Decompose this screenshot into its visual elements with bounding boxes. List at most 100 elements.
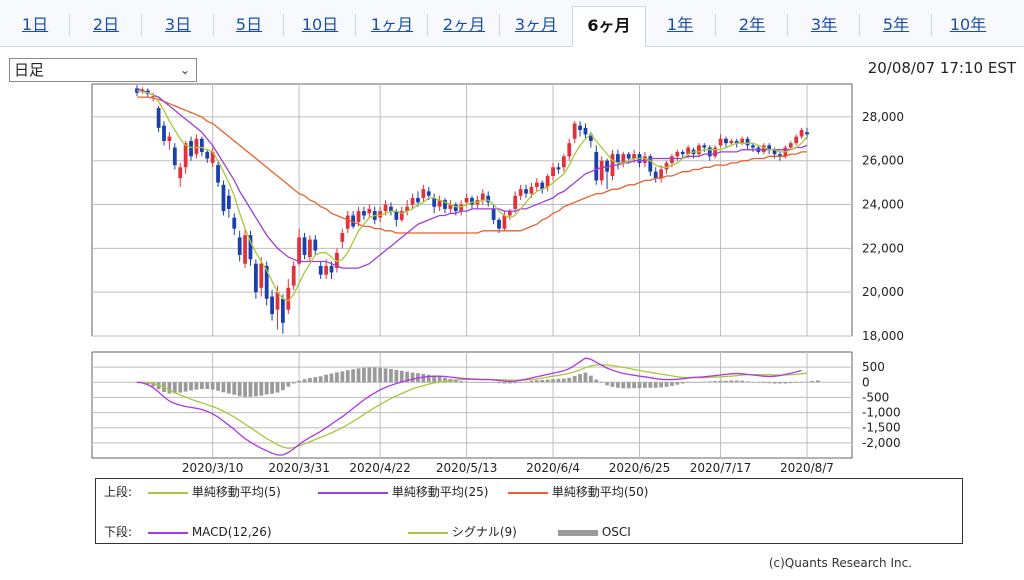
osci-bar xyxy=(464,381,469,383)
osci-bar xyxy=(767,382,772,384)
candle-body xyxy=(632,154,636,159)
osci-bar xyxy=(237,382,242,397)
candle-body xyxy=(356,211,361,223)
legend-ma25-label: 単純移動平均(25) xyxy=(391,485,489,499)
price-y-tick-label: 26,000 xyxy=(862,154,904,168)
period-tab-bar: 1日 2日 3日 5日 10日 1ヶ月 2ヶ月 3ヶ月 6ヶ月 1年 2年 3年 5年 10年 xyxy=(0,0,1024,47)
candle-body xyxy=(183,143,188,168)
candle-body xyxy=(226,195,231,209)
osci-bar xyxy=(551,379,555,383)
macd-panel-frame xyxy=(91,351,853,459)
tab-period-9[interactable]: 1年 xyxy=(666,15,694,34)
tab-period-2[interactable]: 3日 xyxy=(164,15,192,34)
osci-bar xyxy=(734,380,739,383)
legend-ma25-swatch xyxy=(318,491,388,494)
legend-ma50-label: 単純移動平均(50) xyxy=(551,485,649,499)
osci-bar xyxy=(486,382,491,383)
osci-bar xyxy=(340,371,345,383)
x-tick-label: 2020/5/13 xyxy=(436,461,498,475)
candle-body xyxy=(399,211,404,220)
candle-body xyxy=(599,160,604,181)
osci-bar xyxy=(151,382,156,387)
tab-period-6[interactable]: 2ヶ月 xyxy=(442,15,486,34)
candle-body xyxy=(518,189,523,196)
candle-body xyxy=(135,88,139,93)
candle-body xyxy=(799,130,804,137)
osci-bar xyxy=(702,381,707,383)
candle-body xyxy=(561,156,566,168)
candle-body xyxy=(167,136,172,141)
legend-ma25: 単純移動平均(25) xyxy=(318,484,488,500)
legend-osci: OSCI xyxy=(558,524,631,540)
candle-body xyxy=(545,176,550,187)
interval-select-value: 日足 xyxy=(14,61,45,79)
candle-body xyxy=(151,96,156,98)
tab-period-3[interactable]: 5日 xyxy=(235,15,263,34)
ma25-line xyxy=(136,87,808,269)
osci-bar xyxy=(335,372,339,383)
tab-period-7[interactable]: 3ヶ月 xyxy=(514,15,558,34)
osci-bar xyxy=(697,381,701,383)
osci-bar xyxy=(745,381,750,383)
tab-period-5[interactable]: 1ヶ月 xyxy=(370,15,414,34)
candle-body xyxy=(707,147,712,157)
osci-bar xyxy=(518,382,523,383)
candle-body xyxy=(189,140,193,157)
candle-body xyxy=(718,138,723,146)
osci-bar xyxy=(799,382,804,383)
candle-body xyxy=(437,200,442,207)
osci-bar xyxy=(529,380,534,383)
candle-body xyxy=(588,134,593,141)
tab-period-10[interactable]: 2年 xyxy=(738,15,766,34)
tab-separator xyxy=(787,14,788,36)
osci-bar xyxy=(605,382,609,386)
osci-bar xyxy=(507,382,512,384)
candle-body xyxy=(556,167,561,170)
legend-osci-label: OSCI xyxy=(601,525,631,539)
osci-bar xyxy=(172,382,177,394)
osci-bar xyxy=(199,382,204,389)
osci-bar xyxy=(399,370,404,383)
osci-bar xyxy=(356,368,361,383)
osci-bar xyxy=(232,382,237,395)
chart-legend: 上段: 単純移動平均(5) 単純移動平均(25) 単純移動平均(50) 下段: … xyxy=(95,478,963,544)
candle-body xyxy=(286,287,291,310)
tab-period-11[interactable]: 3年 xyxy=(810,15,838,34)
candle-body xyxy=(302,237,307,255)
osci-bar xyxy=(610,382,615,387)
osci-bar xyxy=(637,382,642,389)
osci-bar xyxy=(567,377,572,383)
interval-select[interactable]: 日足 ⌄ xyxy=(9,58,197,82)
candle-body xyxy=(405,206,410,212)
candle-body xyxy=(232,217,237,229)
osci-bar xyxy=(594,379,599,383)
candle-body xyxy=(351,215,356,227)
osci-bar xyxy=(372,367,377,383)
osci-bar xyxy=(772,382,777,384)
x-axis: 2020/3/10 2020/3/31 2020/4/22 2020/5/13 2020… xyxy=(182,461,834,475)
osci-bar xyxy=(345,370,350,383)
macd-line xyxy=(136,357,802,456)
tab-period-13[interactable]: 10年 xyxy=(949,15,987,34)
tab-period-1[interactable]: 2日 xyxy=(92,15,120,34)
osci-bar xyxy=(378,367,383,383)
osci-bar xyxy=(713,381,718,383)
tab-period-0[interactable]: 1日 xyxy=(21,15,49,34)
legend-ma5: 単純移動平均(5) xyxy=(148,484,281,500)
osci-bar xyxy=(156,382,161,390)
candle-body xyxy=(664,162,669,170)
x-tick-label: 2020/6/4 xyxy=(526,461,580,475)
candle-body xyxy=(772,149,777,155)
candle-body xyxy=(745,138,750,146)
osci-bar xyxy=(367,367,372,383)
osci-bar xyxy=(648,382,653,388)
tab-period-4[interactable]: 10日 xyxy=(301,15,339,34)
osci-bar xyxy=(502,382,507,384)
tab-period-8[interactable]: 6ヶ月 xyxy=(572,6,646,47)
candle-body xyxy=(172,147,177,166)
osci-bar xyxy=(626,382,631,389)
candle-body xyxy=(578,125,582,131)
price-y-tick-label: 20,000 xyxy=(862,285,904,299)
tab-period-12[interactable]: 5年 xyxy=(882,15,910,34)
